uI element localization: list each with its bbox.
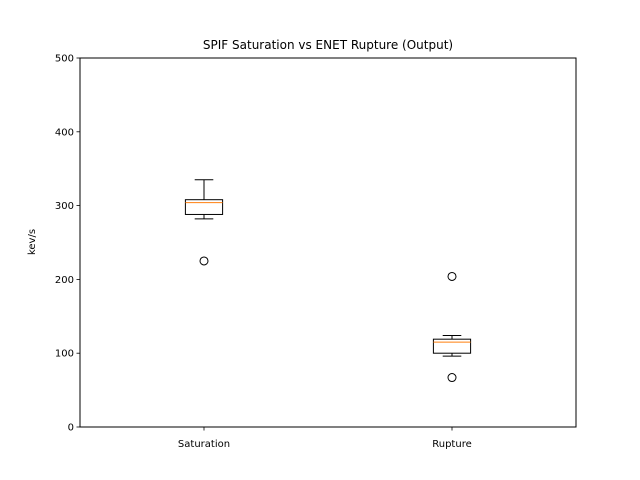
x-tick-label: Saturation bbox=[178, 439, 230, 450]
plot-area-frame bbox=[79, 57, 577, 428]
outlier-point bbox=[199, 256, 209, 266]
x-tick-label: Rupture bbox=[432, 439, 472, 450]
y-axis-label: kev/s bbox=[27, 229, 38, 255]
y-tick-label: 0 bbox=[68, 423, 74, 434]
outlier-point bbox=[447, 271, 457, 281]
box-saturation bbox=[184, 179, 224, 266]
y-tick-label: 500 bbox=[55, 54, 74, 65]
y-tick-label: 200 bbox=[55, 275, 74, 286]
chart-title: SPIF Saturation vs ENET Rupture (Output) bbox=[203, 38, 453, 52]
y-axis-ticks: 0 100 200 300 400 500 bbox=[55, 54, 80, 434]
outlier-point bbox=[447, 373, 457, 383]
iqr-box bbox=[184, 199, 224, 215]
y-tick-label: 400 bbox=[55, 127, 74, 138]
y-tick-label: 100 bbox=[55, 349, 74, 360]
x-axis-ticks: Saturation Rupture bbox=[178, 427, 472, 450]
box-rupture bbox=[432, 271, 472, 383]
iqr-box bbox=[432, 338, 472, 354]
box-series bbox=[184, 179, 472, 383]
y-tick-label: 300 bbox=[55, 201, 74, 212]
